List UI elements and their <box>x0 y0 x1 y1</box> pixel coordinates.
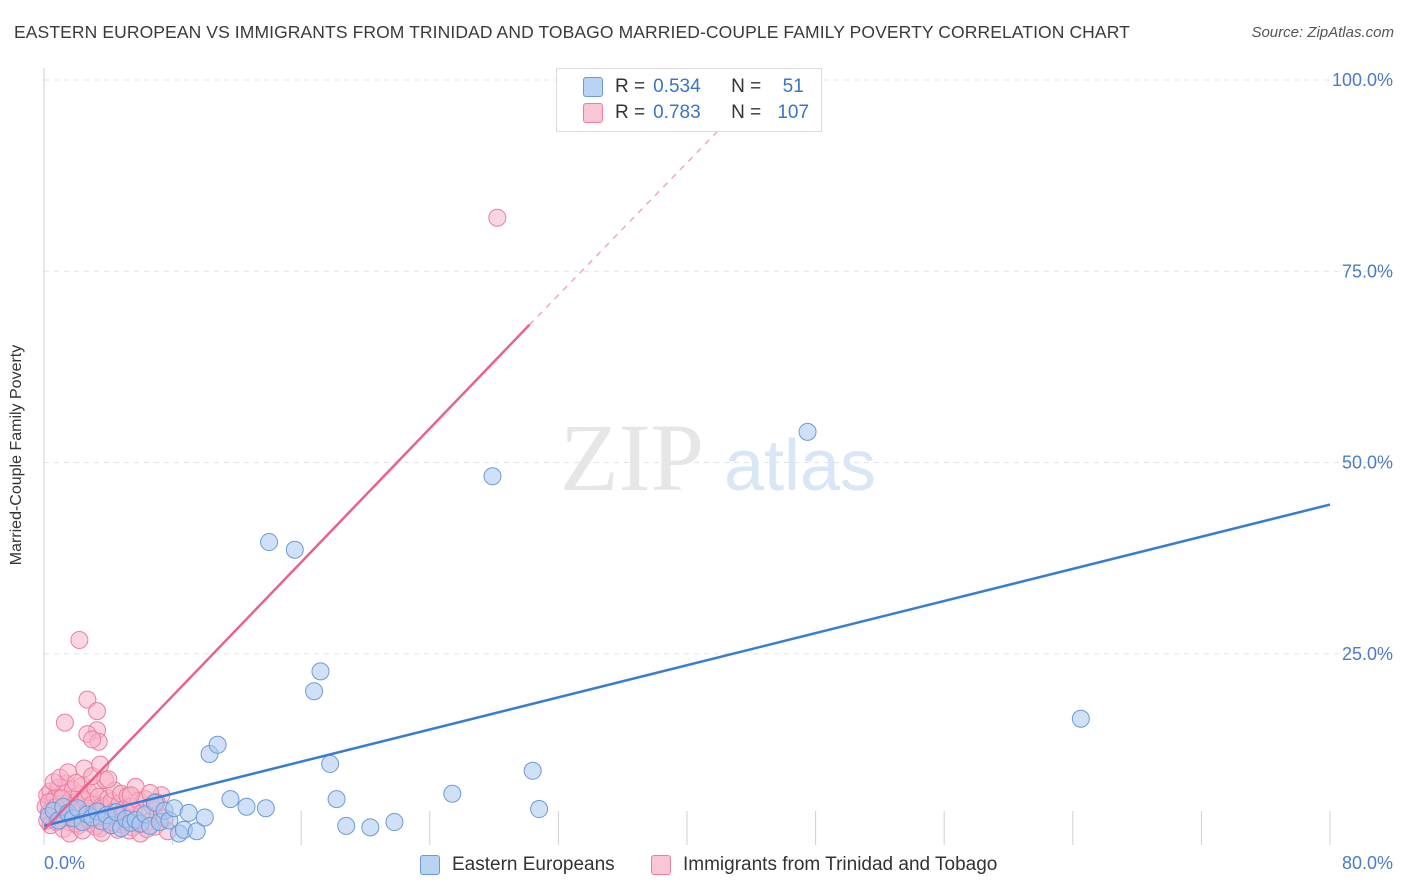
data-point <box>67 774 86 793</box>
chart-title: EASTERN EUROPEAN VS IMMIGRANTS FROM TRIN… <box>14 22 1130 42</box>
data-point <box>55 713 74 732</box>
data-point <box>488 208 507 227</box>
data-point <box>285 540 304 559</box>
series-blue-points <box>39 422 1090 843</box>
data-point <box>256 799 275 818</box>
data-point <box>523 761 542 780</box>
data-point <box>121 786 140 805</box>
data-point <box>321 754 340 773</box>
data-point <box>83 730 102 749</box>
trend-line-pink-extension <box>528 79 768 326</box>
data-point <box>237 797 256 816</box>
legend-r-value: 0.783 <box>653 102 701 123</box>
data-point <box>311 662 330 681</box>
x-tick-label-min: 0.0% <box>44 853 85 873</box>
y-tick-label: 100.0% <box>1332 70 1393 90</box>
data-point <box>337 816 356 835</box>
data-point <box>91 755 110 774</box>
trend-line-blue <box>43 503 1331 828</box>
watermark-atlas: atlas <box>724 426 876 506</box>
data-point <box>305 682 324 701</box>
x-tick-label-max: 80.0% <box>1342 853 1393 873</box>
legend-n-value: 51 <box>782 76 804 97</box>
trend-lines <box>43 79 1331 831</box>
data-point <box>443 784 462 803</box>
data-point <box>99 770 118 789</box>
data-point <box>260 533 279 552</box>
legend-n-label: N = <box>731 102 762 123</box>
legend-r-label: R = <box>615 76 646 97</box>
legend-row-blue: R = 0.534 N = 51 <box>583 75 815 99</box>
data-point <box>798 422 817 441</box>
bottom-legend-label: Immigrants from Trinidad and Tobago <box>683 854 998 875</box>
bottom-legend-swatch-pink <box>651 855 671 875</box>
bottom-legend-swatch-blue <box>420 855 440 875</box>
source-credit: Source: ZipAtlas.com <box>1251 24 1394 41</box>
y-tick-label: 25.0% <box>1342 644 1393 664</box>
data-point <box>483 467 502 486</box>
legend-row-pink: R = 0.783 N = 107 <box>583 101 815 125</box>
bottom-legend-label: Eastern Europeans <box>452 854 615 875</box>
legend-n-value: 107 <box>777 102 810 123</box>
legend-n-label: N = <box>731 76 762 97</box>
data-point <box>1071 709 1090 728</box>
tick-labels: 25.0% 50.0% 75.0% 100.0% 0.0% 80.0% <box>44 70 1393 873</box>
data-point <box>208 735 227 754</box>
data-point <box>530 800 549 819</box>
watermark-zip: ZIP <box>560 404 704 511</box>
legend-r-label: R = <box>615 102 646 123</box>
series-pink-points <box>36 208 507 843</box>
bottom-legend-pink: Immigrants from Trinidad and Tobago <box>651 852 997 878</box>
data-point <box>179 803 198 822</box>
y-tick-label: 50.0% <box>1342 453 1393 473</box>
watermark: ZIP atlas <box>560 404 876 511</box>
data-point <box>385 813 404 832</box>
data-point <box>221 790 240 809</box>
data-point <box>361 818 380 837</box>
y-tick-label: 75.0% <box>1342 261 1393 281</box>
data-point <box>195 808 214 827</box>
data-point <box>78 690 97 709</box>
bottom-legend-blue: Eastern Europeans <box>420 852 615 878</box>
data-point <box>327 790 346 809</box>
legend-r-value: 0.534 <box>653 76 701 97</box>
data-point <box>88 702 107 721</box>
legend-swatch-pink <box>583 103 603 123</box>
legend-swatch-blue <box>583 77 603 97</box>
data-point <box>70 630 89 649</box>
data-point <box>187 822 206 841</box>
stats-legend: R = 0.534 N = 51 R = 0.783 N = 107 <box>556 68 822 132</box>
grid-layer <box>43 68 1392 845</box>
trend-line-pink <box>43 323 531 831</box>
